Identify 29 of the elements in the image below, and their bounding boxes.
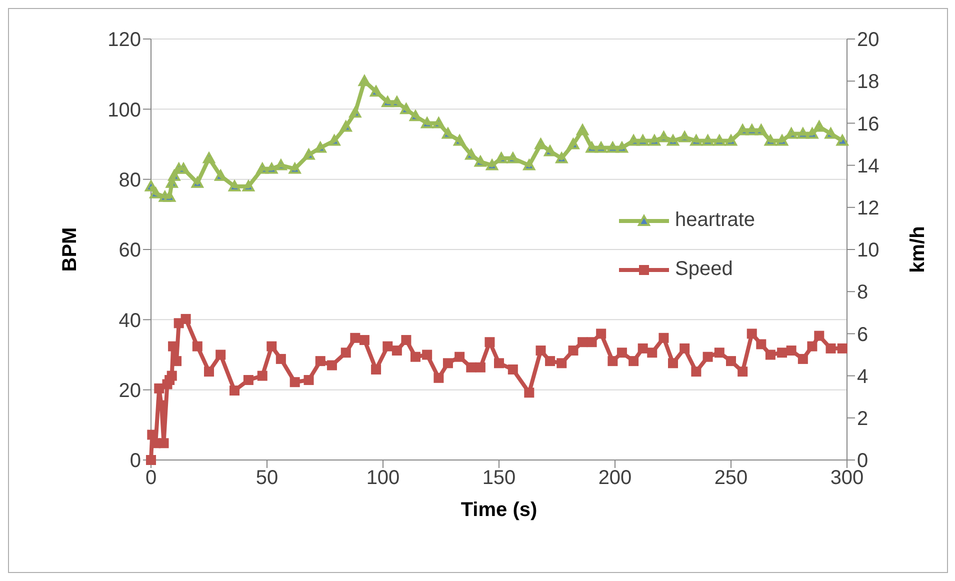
x-tick-label: 0	[145, 467, 157, 490]
y-tick-label: 0	[130, 450, 141, 472]
y2-tick-label: 8	[857, 282, 868, 304]
x-tick-label: 150	[482, 467, 516, 490]
x-tick-label: 250	[714, 467, 748, 490]
x-tick-label: 300	[830, 467, 864, 490]
y-tick-label: 120	[108, 29, 141, 52]
y-tick-label: 40	[118, 310, 141, 332]
y-tick-label: 100	[108, 99, 141, 122]
y2-tick-label: 18	[857, 71, 880, 94]
y2-tick-label: 10	[857, 240, 880, 262]
x-tick-label: 50	[256, 467, 278, 490]
legend-label: Speed	[675, 258, 733, 281]
legend-label: heartrate	[675, 209, 756, 232]
y2-axis-title: km/h	[907, 226, 930, 273]
y2-tick-label: 6	[857, 324, 868, 346]
y-axis-title: BPM	[59, 227, 82, 272]
x-tick-label: 100	[366, 467, 400, 490]
x-tick-label: 200	[598, 467, 632, 490]
x-axis-title: Time (s)	[460, 499, 538, 521]
y-tick-label: 80	[118, 169, 141, 192]
y2-tick-label: 4	[857, 366, 868, 388]
y2-tick-label: 12	[857, 198, 880, 220]
y2-tick-label: 2	[857, 408, 868, 430]
y2-tick-label: 14	[857, 155, 880, 178]
y-tick-label: 60	[118, 240, 141, 262]
y2-tick-label: 20	[857, 29, 880, 52]
y2-tick-label: 16	[857, 113, 880, 136]
y-tick-label: 20	[118, 380, 141, 402]
